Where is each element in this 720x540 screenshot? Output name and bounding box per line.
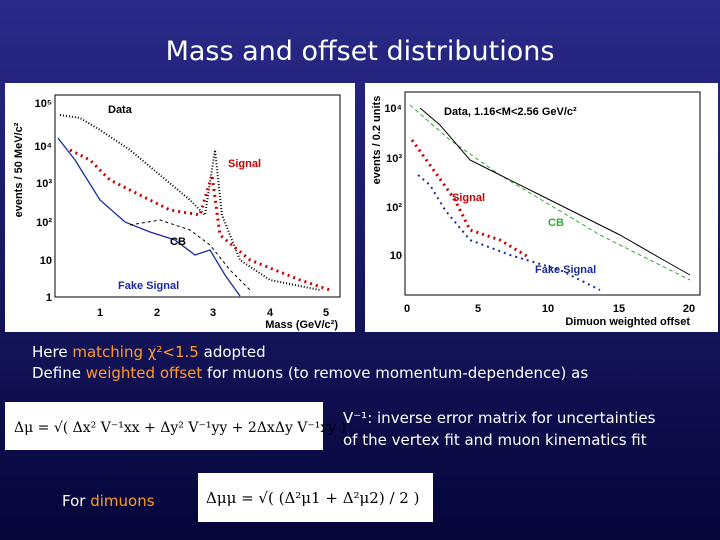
highlight: weighted offset: [86, 364, 203, 382]
formula-box: [5, 402, 323, 450]
highlight: matching χ²<1.5: [72, 343, 199, 361]
x-tick-label: 2: [154, 307, 160, 319]
note: of the vertex fit and muon kinematics fi…: [343, 431, 647, 449]
y-tick-label: 10: [390, 250, 402, 262]
text: Define: [32, 364, 86, 382]
x-tick-label: 15: [613, 303, 625, 315]
text-line: Here matching χ²<1.5 adopted: [32, 343, 266, 361]
curve-label: Fake Signal: [535, 264, 596, 276]
curve-label: CB: [548, 217, 564, 229]
y-tick-label: 10³: [36, 178, 52, 190]
x-axis-label: Dimuon weighted offset: [565, 316, 690, 328]
x-tick-label: 20: [683, 303, 695, 315]
left-plot: [5, 83, 355, 332]
y-tick-label: 10: [40, 255, 52, 267]
curve-label: Data, 1.16<M<2.56 GeV/c²: [444, 106, 577, 118]
curve-label: Signal: [452, 192, 485, 204]
x-tick-label: 1: [97, 307, 103, 319]
curve-label: CB: [170, 236, 186, 248]
x-tick-label: 4: [267, 307, 274, 319]
text: For: [62, 492, 90, 510]
text: Here: [32, 343, 72, 361]
x-tick-label: 0: [404, 303, 410, 315]
x-tick-label: 3: [210, 307, 216, 319]
text: adopted: [199, 343, 266, 361]
y-axis-label: events / 50 MeV/c²: [13, 122, 25, 217]
y-axis-label: events / 0.2 units: [371, 96, 383, 185]
x-tick-label: 10: [542, 303, 554, 315]
formula-box: [198, 473, 433, 522]
x-axis-label: Mass (GeV/c²): [265, 319, 338, 331]
y-tick-label: 10²: [386, 202, 402, 214]
formula: Δμ = √( Δx² V⁻¹xx + Δy² V⁻¹yy + 2ΔxΔy V⁻…: [14, 420, 346, 436]
x-tick-label: 5: [323, 307, 329, 319]
right-plot: [365, 83, 718, 332]
text-line: For dimuons: [62, 492, 155, 510]
curve-label: Fake Signal: [118, 280, 179, 292]
x-tick-label: 5: [475, 303, 481, 315]
y-tick-label: 10²: [36, 217, 52, 229]
curve-label: Signal: [228, 158, 261, 170]
curve-label: Data: [108, 104, 133, 116]
y-tick-label: 10⁴: [384, 103, 402, 115]
title: Mass and offset distributions: [166, 36, 555, 67]
y-tick-label: 10⁴: [34, 141, 52, 153]
highlight: dimuons: [90, 492, 154, 510]
y-tick-label: 10⁵: [35, 98, 52, 110]
text: for muons (to remove momentum-dependence…: [202, 364, 588, 382]
formula: Δμμ = √( (Δ²μ1 + Δ²μ2) / 2 ): [206, 489, 419, 507]
y-tick-label: 1: [46, 292, 52, 304]
y-tick-label: 10³: [386, 153, 402, 165]
text-line: Define weighted offset for muons (to rem…: [32, 364, 588, 382]
note: V⁻¹: inverse error matrix for uncertaint…: [343, 409, 656, 427]
